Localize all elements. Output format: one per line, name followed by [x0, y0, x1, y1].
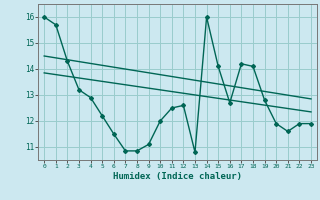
X-axis label: Humidex (Indice chaleur): Humidex (Indice chaleur) — [113, 172, 242, 181]
